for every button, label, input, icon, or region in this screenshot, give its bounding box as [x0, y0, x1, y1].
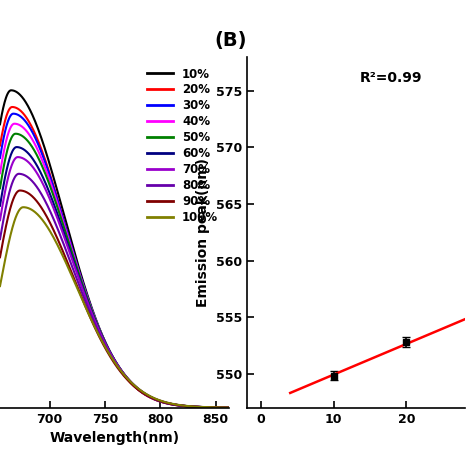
X-axis label: Wavelength(nm): Wavelength(nm)	[49, 431, 180, 445]
Legend: 10%, 20%, 30%, 40%, 50%, 60%, 70%, 80%, 90%, 100%: 10%, 20%, 30%, 40%, 50%, 60%, 70%, 80%, …	[142, 63, 223, 229]
Text: (B): (B)	[214, 31, 246, 50]
Text: R²=0.99: R²=0.99	[360, 71, 422, 85]
Y-axis label: Emission peak(nm): Emission peak(nm)	[196, 158, 210, 307]
